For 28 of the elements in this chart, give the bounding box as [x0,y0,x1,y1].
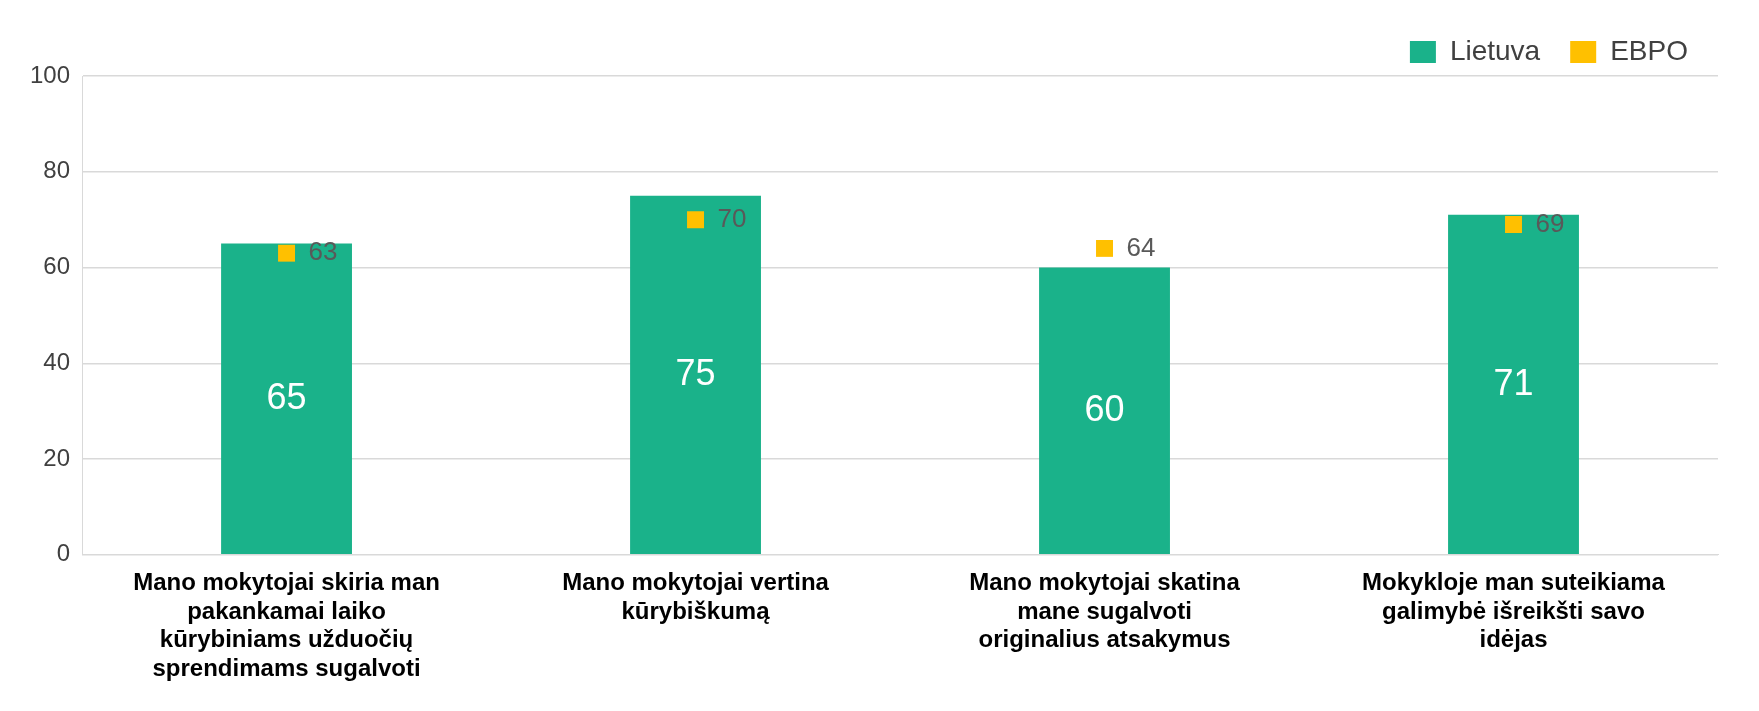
bar [1448,214,1579,555]
y-tick-label: 60 [43,252,71,280]
point [278,244,296,262]
bar [630,195,761,555]
legend-label: Lietuva [1449,34,1541,66]
data-label: 63 [308,236,338,267]
data-label: 69 [1535,207,1565,238]
data-label: 64 [1126,231,1156,262]
bar [1039,267,1170,555]
point [687,211,705,229]
data-label: 71 [1493,361,1534,403]
y-tick-label: 40 [43,347,71,375]
y-tick-label: 20 [43,443,71,471]
x-tick-label: Mano mokytojai skiria man pakankamai laiko kūrybiniams užduočių sprendimams sugalvoti [133,567,440,682]
point [1505,215,1522,233]
y-tick-label: 80 [43,156,71,184]
x-tick-label: Mokykloje man suteikiama galimybė išreikšti savo idėjas [1362,567,1666,653]
y-tick-label: 100 [30,60,71,88]
point [1096,239,1113,257]
x-tick-label: Mano mokytojai skatina mane sugalvoti originalius atsakymus [969,567,1241,653]
legend-label: EBPO [1610,34,1689,66]
data-label: 60 [1084,388,1125,430]
x-tick-label: Mano mokytojai vertina kūrybiškumą [562,567,830,624]
data-label: 65 [266,376,307,418]
y-tick-label: 0 [56,539,71,567]
bar [221,243,352,555]
data-label: 75 [675,352,716,394]
data-label: 70 [717,202,747,233]
